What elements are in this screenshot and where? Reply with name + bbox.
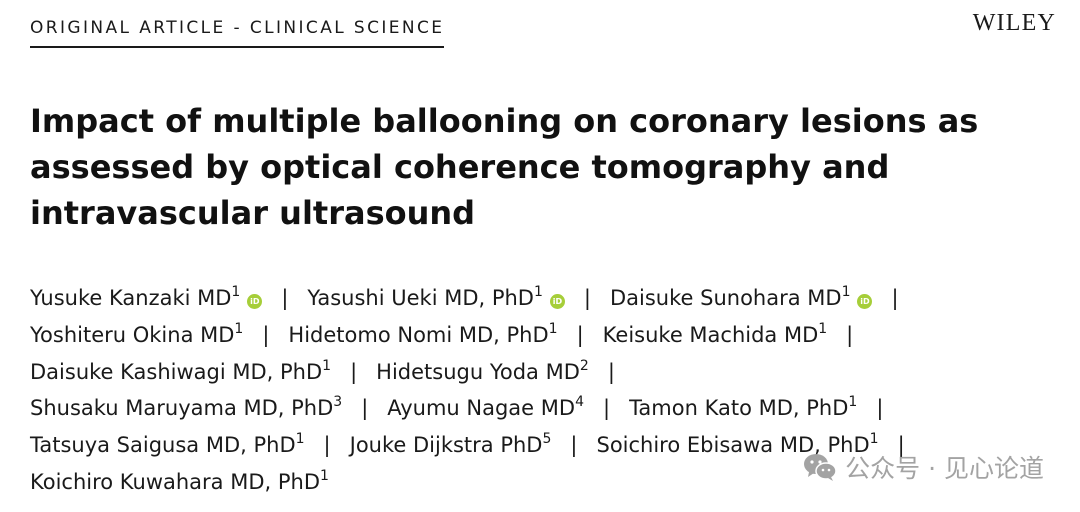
author-item[interactable]: Daisuke Kashiwagi MD, PhD1 — [30, 357, 332, 384]
orcid-icon[interactable]: iD — [247, 294, 263, 309]
affiliation-mark: 5 — [542, 431, 552, 448]
author-item[interactable]: Daisuke Sunohara MD1 iD — [609, 284, 873, 310]
author-item[interactable]: Ayumu Nagae MD4 — [387, 394, 584, 421]
publisher-logo: WILEY — [972, 10, 1056, 36]
author-separator: | — [891, 286, 899, 310]
author-item[interactable]: Yoshiteru Okina MD1 — [30, 320, 244, 347]
affiliation-mark: 2 — [579, 357, 589, 374]
author-separator: | — [350, 359, 358, 384]
author-separator: | — [576, 322, 584, 347]
author-separator: | — [602, 396, 611, 421]
author-separator: | — [583, 286, 591, 310]
affiliation-mark: 1 — [234, 320, 244, 337]
watermark-text: 公众号 · 见心论道 — [845, 454, 1044, 483]
author-separator: | — [897, 433, 905, 458]
author-name: Hidetomo Nomi MD, PhD — [288, 322, 549, 347]
author-item[interactable]: Hidetomo Nomi MD, PhD1 — [288, 320, 558, 347]
affiliation-mark: 1 — [320, 467, 329, 484]
affiliation-mark: 1 — [869, 431, 879, 448]
author-name: Koichiro Kuwahara MD, PhD — [30, 469, 321, 494]
author-name: Daisuke Sunohara MD — [609, 286, 842, 310]
author-item[interactable]: Jouke Dijkstra PhD5 — [349, 431, 552, 458]
affiliation-mark: 1 — [231, 284, 241, 300]
author-name: Yoshiteru Okina MD — [30, 322, 235, 347]
author-name: Hidetsugu Yoda MD — [376, 359, 580, 384]
author-separator: | — [323, 433, 331, 458]
author-name: Daisuke Kashiwagi MD, PhD — [30, 359, 323, 384]
affiliation-mark: 1 — [818, 320, 828, 337]
author-name: Yusuke Kanzaki MD — [30, 286, 232, 310]
author-name: Tamon Kato MD, PhD — [629, 396, 849, 421]
author-separator: | — [876, 396, 884, 421]
author-item[interactable]: Koichiro Kuwahara MD, PhD1 — [30, 467, 329, 494]
author-separator: | — [607, 359, 615, 384]
author-separator: | — [846, 322, 854, 347]
author-name: Tatsuya Saigusa MD, PhD — [30, 433, 296, 458]
author-item[interactable]: Keisuke Machida MD1 — [602, 320, 828, 347]
orcid-icon[interactable]: iD — [549, 294, 565, 309]
affiliation-mark: 1 — [295, 431, 305, 448]
author-list: Yusuke Kanzaki MD1iD | Yasushi Ueki MD, Ph… — [30, 280, 1050, 501]
author-separator: | — [281, 286, 289, 310]
wechat-icon — [804, 454, 837, 481]
author-name: Yasushi Ueki MD, PhD — [307, 286, 534, 310]
author-separator: | — [570, 433, 578, 458]
author-item[interactable]: Soichiro Ebisawa MD, PhD1 — [596, 431, 879, 458]
article-title: Impact of multiple ballooning on coronar… — [30, 102, 979, 232]
affiliation-mark: 1 — [322, 357, 332, 374]
author-name: Ayumu Nagae MD — [387, 396, 576, 421]
author-item[interactable]: Hidetsugu Yoda MD2 — [376, 357, 589, 384]
author-name: Keisuke Machida MD — [602, 322, 819, 347]
author-name: Shusaku Maruyama MD, PhD — [30, 396, 334, 421]
affiliation-mark: 1 — [841, 284, 851, 300]
affiliation-mark: 1 — [548, 320, 558, 337]
affiliation-mark: 4 — [575, 394, 584, 411]
affiliation-mark: 1 — [848, 394, 858, 411]
affiliation-mark: 3 — [333, 394, 343, 411]
author-separator: | — [262, 322, 270, 347]
author-name: Jouke Dijkstra PhD — [349, 433, 543, 458]
affiliation-mark: 1 — [533, 284, 543, 300]
author-name: Soichiro Ebisawa MD, PhD — [596, 433, 870, 458]
author-item[interactable]: Tatsuya Saigusa MD, PhD1 — [30, 431, 305, 458]
author-item[interactable]: Tamon Kato MD, PhD1 — [629, 394, 858, 421]
section-label: ORIGINAL ARTICLE - CLINICAL SCIENCE — [30, 18, 445, 48]
author-item[interactable]: Yasushi Ueki MD, PhD1 iD — [307, 284, 565, 310]
author-item[interactable]: Yusuke Kanzaki MD1 iD — [30, 284, 263, 310]
author-item[interactable]: Shusaku Maruyama MD, PhD3 — [30, 394, 343, 421]
watermark: 公众号 · 见心论道 — [803, 449, 1044, 485]
orcid-icon[interactable]: iD — [857, 294, 873, 309]
author-separator: | — [361, 396, 369, 421]
